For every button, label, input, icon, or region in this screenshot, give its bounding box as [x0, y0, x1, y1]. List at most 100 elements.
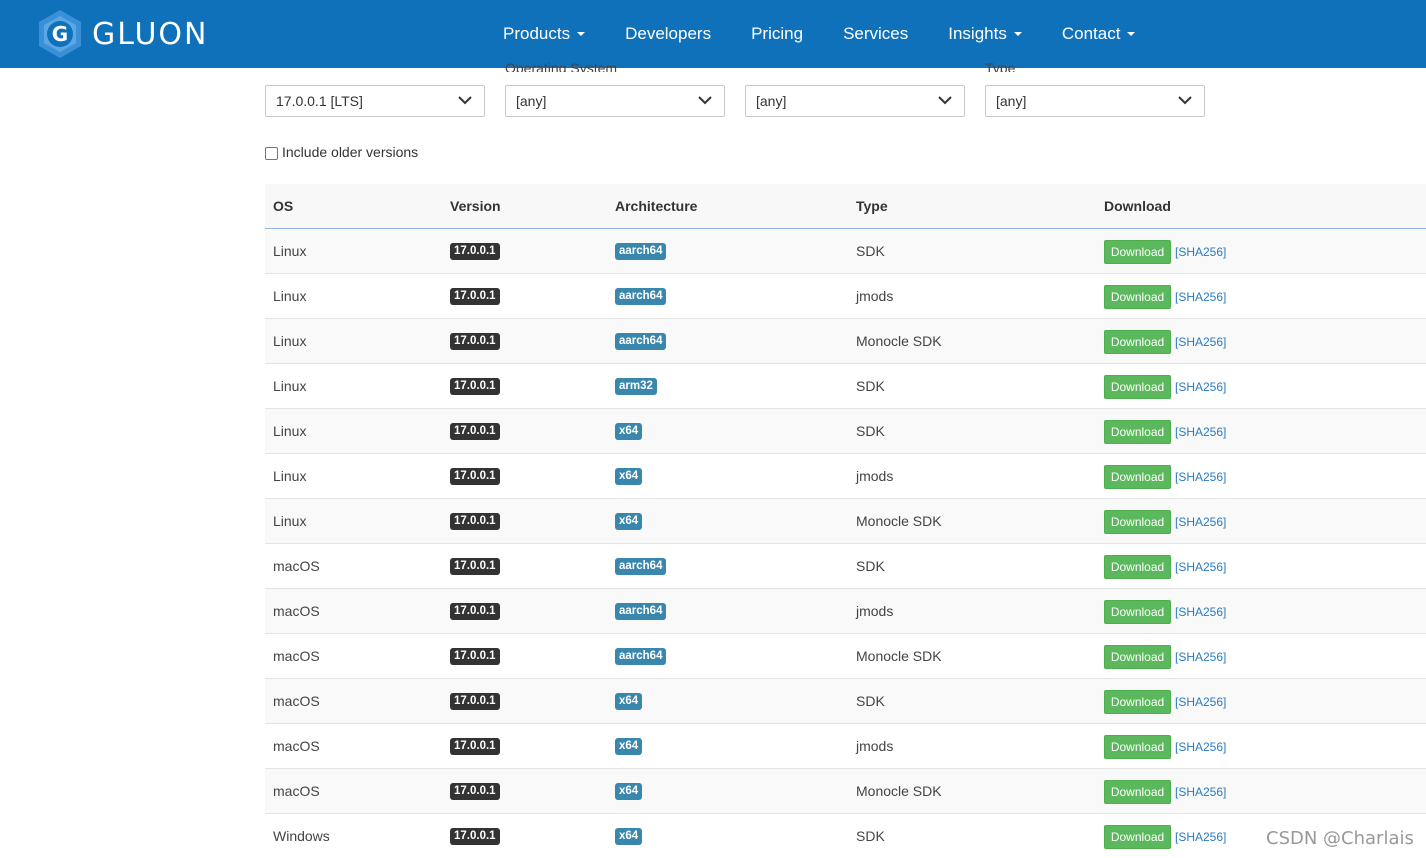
svg-text:G: G: [52, 22, 68, 46]
row-os: macOS: [273, 603, 320, 619]
table-row: macOS 17.0.0.1 aarch64 Monocle SDK Download […: [265, 634, 1426, 679]
caret-down-icon: [1127, 32, 1136, 36]
chevron-down-icon: [698, 96, 712, 105]
sha256-link[interactable]: [SHA256]: [1175, 740, 1227, 754]
download-button[interactable]: Download: [1104, 330, 1171, 354]
nav-item-pricing[interactable]: Pricing: [751, 24, 803, 44]
sha256-link[interactable]: [SHA256]: [1175, 605, 1227, 619]
row-type: jmods: [856, 288, 894, 304]
row-type: jmods: [856, 468, 894, 484]
sha256-link[interactable]: [SHA256]: [1175, 785, 1227, 799]
version-badge: 17.0.0.1: [450, 468, 500, 485]
table-row: Linux 17.0.0.1 x64 Monocle SDK Download [SHA2…: [265, 499, 1426, 544]
os-select[interactable]: [any]: [505, 85, 725, 117]
download-button[interactable]: Download: [1104, 645, 1171, 669]
nav-item-contact[interactable]: Contact: [1062, 24, 1136, 44]
architecture-badge: aarch64: [615, 558, 667, 575]
version-badge: 17.0.0.1: [450, 693, 500, 710]
table-row: Linux 17.0.0.1 x64 SDK Download [SHA256]: [265, 409, 1426, 454]
row-type: Monocle SDK: [856, 333, 942, 349]
table-row: Linux 17.0.0.1 aarch64 SDK Download [SHA256]: [265, 229, 1426, 274]
sha256-link[interactable]: [SHA256]: [1175, 470, 1227, 484]
nav-item-label: Products: [503, 24, 571, 43]
table-row: macOS 17.0.0.1 aarch64 SDK Download [SHA256]: [265, 544, 1426, 589]
download-button[interactable]: Download: [1104, 240, 1171, 264]
chevron-down-icon: [938, 96, 952, 105]
watermark: CSDN @Charlais: [1266, 828, 1414, 849]
sha256-link[interactable]: [SHA256]: [1175, 650, 1227, 664]
download-button[interactable]: Download: [1104, 555, 1171, 579]
row-os: macOS: [273, 783, 320, 799]
download-button[interactable]: Download: [1104, 600, 1171, 624]
nav-item-label: Insights: [948, 24, 1007, 43]
table-body: Linux 17.0.0.1 aarch64 SDK Download [SHA256] L…: [265, 229, 1426, 858]
chevron-down-icon: [1178, 96, 1192, 105]
version-badge: 17.0.0.1: [450, 558, 500, 575]
row-os: Linux: [273, 468, 307, 484]
brand-name: GLUON: [92, 16, 209, 52]
table-row: macOS 17.0.0.1 x64 Monocle SDK Download [SHA2…: [265, 769, 1426, 814]
download-button[interactable]: Download: [1104, 780, 1171, 804]
download-button[interactable]: Download: [1104, 375, 1171, 399]
version-badge: 17.0.0.1: [450, 378, 500, 395]
nav-item-insights[interactable]: Insights: [948, 24, 1022, 44]
row-os: Windows: [273, 828, 330, 844]
header-architecture: Architecture: [615, 198, 698, 214]
architecture-badge: arm32: [615, 378, 657, 395]
filter-label-os: Operating System: [505, 60, 618, 72]
sha256-link[interactable]: [SHA256]: [1175, 380, 1227, 394]
sha256-link[interactable]: [SHA256]: [1175, 560, 1227, 574]
row-os: macOS: [273, 693, 320, 709]
row-os: macOS: [273, 558, 320, 574]
sha256-link[interactable]: [SHA256]: [1175, 830, 1227, 844]
download-button[interactable]: Download: [1104, 735, 1171, 759]
row-os: macOS: [273, 648, 320, 664]
nav-item-services[interactable]: Services: [843, 24, 908, 44]
sha256-link[interactable]: [SHA256]: [1175, 290, 1227, 304]
header-version: Version: [450, 198, 501, 214]
gluon-logo[interactable]: G GLUON: [34, 8, 208, 60]
version-badge: 17.0.0.1: [450, 603, 500, 620]
download-button[interactable]: Download: [1104, 420, 1171, 444]
architecture-badge: x64: [615, 468, 643, 485]
sha256-link[interactable]: [SHA256]: [1175, 335, 1227, 349]
sha256-link[interactable]: [SHA256]: [1175, 695, 1227, 709]
download-button[interactable]: Download: [1104, 465, 1171, 489]
top-navbar: G GLUON Products Developers Pricing Service…: [0, 0, 1426, 68]
version-badge: 17.0.0.1: [450, 828, 500, 845]
table-header: OS Version Architecture Type Download: [265, 184, 1426, 229]
row-type: SDK: [856, 423, 885, 439]
version-badge: 17.0.0.1: [450, 738, 500, 755]
download-button[interactable]: Download: [1104, 285, 1171, 309]
row-type: SDK: [856, 378, 885, 394]
row-type: Monocle SDK: [856, 648, 942, 664]
os-select-value: [any]: [516, 93, 547, 109]
table-row: Windows 17.0.0.1 x64 SDK Download [SHA256]: [265, 814, 1426, 858]
version-select[interactable]: 17.0.0.1 [LTS]: [265, 85, 485, 117]
nav-item-developers[interactable]: Developers: [625, 24, 711, 44]
nav-item-label: Contact: [1061, 24, 1121, 43]
architecture-badge: aarch64: [615, 603, 667, 620]
include-older-checkbox[interactable]: [265, 147, 278, 160]
include-older-versions: Include older versions: [265, 144, 418, 160]
row-type: SDK: [856, 558, 885, 574]
download-button[interactable]: Download: [1104, 825, 1171, 849]
version-badge: 17.0.0.1: [450, 648, 500, 665]
row-os: Linux: [273, 333, 307, 349]
row-os: Linux: [273, 378, 307, 394]
architecture-badge: x64: [615, 828, 643, 845]
sha256-link[interactable]: [SHA256]: [1175, 515, 1227, 529]
table-row: Linux 17.0.0.1 arm32 SDK Download [SHA256]: [265, 364, 1426, 409]
download-button[interactable]: Download: [1104, 690, 1171, 714]
nav-item-products[interactable]: Products: [503, 24, 586, 44]
architecture-badge: aarch64: [615, 648, 667, 665]
sha256-link[interactable]: [SHA256]: [1175, 425, 1227, 439]
sha256-link[interactable]: [SHA256]: [1175, 245, 1227, 259]
include-older-label[interactable]: Include older versions: [282, 144, 419, 160]
download-button[interactable]: Download: [1104, 510, 1171, 534]
architecture-select[interactable]: [any]: [745, 85, 965, 117]
header-os: OS: [273, 198, 294, 214]
version-badge: 17.0.0.1: [450, 288, 500, 305]
row-type: Monocle SDK: [856, 783, 942, 799]
type-select[interactable]: [any]: [985, 85, 1205, 117]
